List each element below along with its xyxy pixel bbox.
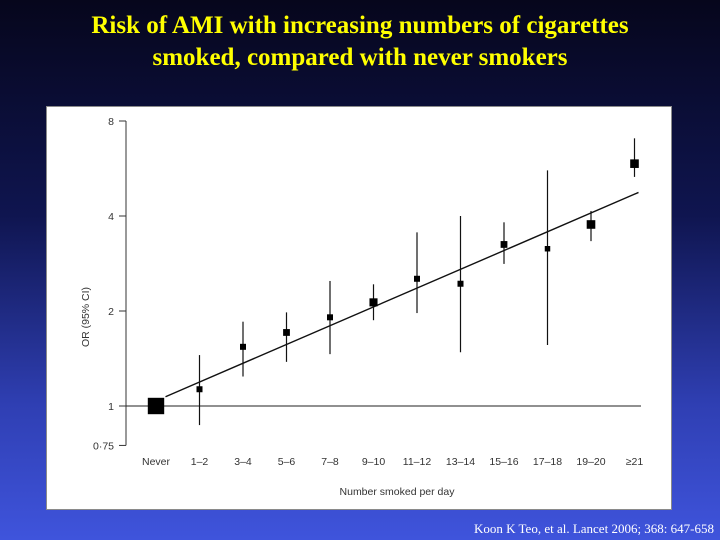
data-point (369, 298, 378, 307)
x-tick-label: Never (142, 456, 171, 468)
x-tick-label: 15–16 (489, 456, 518, 468)
data-point (240, 343, 246, 350)
y-tick-label: 8 (108, 116, 114, 128)
source-citation: Koon K Teo, et al. Lancet 2006; 368: 647… (473, 521, 714, 536)
data-point (327, 314, 333, 321)
axes: 0·75 1 2 4 8 Never 1–2 3–4 5–6 7–8 9–10 11–12 13–14 1… (93, 116, 643, 468)
x-tick-label: 17–18 (533, 456, 562, 468)
y-tick-label: 1 (108, 401, 114, 413)
data-point (630, 159, 639, 168)
data-point (147, 397, 165, 415)
slide-title: Risk of AMI with increasing numbers of c… (0, 10, 720, 74)
slide-title-line-1: Risk of AMI with increasing numbers of c… (91, 12, 629, 39)
data-point (500, 241, 508, 248)
chart-panel: 0·75 1 2 4 8 Never 1–2 3–4 5–6 7–8 9–10 11–12 13–14 1… (46, 106, 672, 510)
data-marks (147, 138, 639, 426)
data-point (457, 280, 464, 287)
y-axis-label: OR (95% CI) (80, 287, 92, 347)
y-tick-label: 0·75 (93, 440, 114, 452)
trend-line (165, 191, 639, 398)
x-tick-label: 7–8 (321, 456, 339, 468)
data-point (283, 329, 290, 336)
y-tick-label: 2 (108, 306, 114, 318)
x-tick-label: 19–20 (576, 456, 605, 468)
x-tick-label: ≥21 (626, 456, 644, 468)
forest-plot-chart: 0·75 1 2 4 8 Never 1–2 3–4 5–6 7–8 9–10 11–12 13–14 1… (80, 116, 643, 498)
data-point (586, 220, 596, 229)
slide-title-line-2: smoked, compared with never smokers (152, 44, 568, 71)
x-tick-label: 5–6 (278, 456, 296, 468)
x-tick-label: 13–14 (446, 456, 475, 468)
x-tick-label: 9–10 (362, 456, 386, 468)
x-tick-label: 3–4 (234, 456, 252, 468)
x-tick-label: 1–2 (191, 456, 209, 468)
x-axis-label: Number smoked per day (340, 486, 456, 498)
data-point (196, 386, 203, 393)
y-tick-label: 4 (108, 211, 114, 223)
data-point (414, 275, 420, 282)
x-tick-label: 11–12 (403, 456, 432, 468)
data-point (544, 246, 551, 252)
